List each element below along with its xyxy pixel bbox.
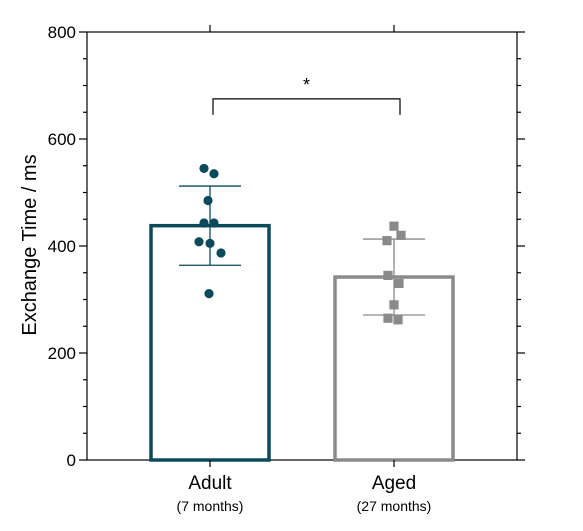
data-point (194, 237, 204, 247)
bars (149, 223, 455, 462)
data-point (383, 313, 393, 323)
data-point (199, 218, 209, 228)
data-point (393, 315, 403, 325)
data-point (204, 289, 214, 299)
x-tick-label: Aged (372, 473, 416, 494)
data-point (216, 248, 226, 258)
y-tick-label: 800 (48, 23, 76, 42)
data-point (209, 218, 219, 228)
y-axis: 0 200 400 600 800 (48, 23, 525, 470)
error-bars (179, 185, 425, 316)
data-point (209, 169, 219, 179)
data-point (394, 278, 404, 289)
y-axis-title: Exchange Time / ms (19, 154, 41, 335)
significance-label: * (303, 75, 310, 95)
y-tick-label: 600 (48, 130, 76, 149)
y-tick-label: 0 (67, 451, 76, 470)
data-point (203, 195, 213, 206)
data-point (389, 300, 399, 310)
data-point (205, 238, 215, 248)
x-tick-sublabel: (7 months) (177, 498, 244, 514)
x-tick-label: Adult (188, 473, 232, 494)
data-point (396, 230, 406, 240)
data-point (389, 221, 399, 231)
data-points (194, 163, 406, 325)
y-tick-label: 200 (48, 344, 76, 363)
x-axis: Adult (7 months) Aged (27 months) (177, 25, 432, 514)
data-point (383, 270, 393, 281)
bracket-line (212, 98, 401, 115)
y-tick-label: 400 (48, 237, 76, 256)
x-tick-sublabel: (27 months) (357, 498, 432, 514)
significance-bracket: * (212, 75, 401, 115)
data-point (199, 163, 209, 174)
data-point (382, 236, 392, 246)
